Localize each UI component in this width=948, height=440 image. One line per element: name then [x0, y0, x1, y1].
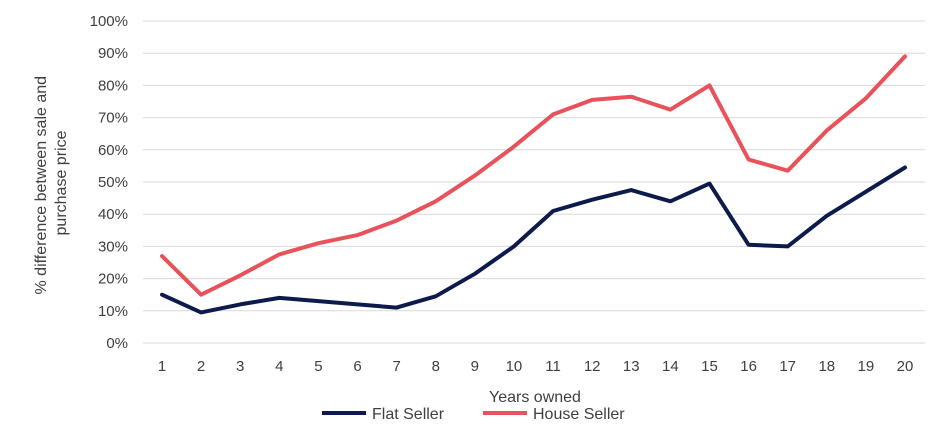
y-tick-label: 50% — [98, 174, 128, 191]
series-lines — [160, 54, 907, 315]
y-tick-label: 60% — [98, 142, 128, 159]
y-tick-label: 20% — [98, 271, 128, 288]
x-tick-label: 15 — [701, 358, 718, 375]
y-tick-label: 100% — [90, 13, 128, 30]
x-tick-label: 4 — [275, 358, 283, 375]
x-tick-label: 18 — [818, 358, 835, 375]
x-tick-label: 5 — [314, 358, 322, 375]
y-tick-label: 10% — [98, 303, 128, 320]
series-line-house-seller — [160, 54, 907, 297]
x-tick-label: 16 — [740, 358, 757, 375]
x-tick-label: 6 — [353, 358, 361, 375]
x-tick-label: 7 — [392, 358, 400, 375]
legend: Flat Seller House Seller — [322, 406, 625, 423]
y-tick-label: 40% — [98, 206, 128, 223]
x-tick-label: 20 — [897, 358, 914, 375]
y-axis-title: % difference between sale and purchase p… — [33, 72, 70, 295]
x-tick-label: 11 — [545, 358, 561, 375]
y-tick-label: 70% — [98, 110, 128, 127]
legend-label-flat-seller: Flat Seller — [372, 406, 445, 423]
x-tick-label: 9 — [471, 358, 479, 375]
x-tick-label: 2 — [197, 358, 205, 375]
x-tick-label: 3 — [236, 358, 244, 375]
x-axis-tick-labels: 1 2 3 4 5 6 7 8 9 10 11 12 13 14 15 16 17 18 19 20 — [158, 358, 914, 375]
series-line-flat-seller — [160, 165, 907, 315]
y-tick-label: 30% — [98, 238, 128, 255]
x-tick-label: 17 — [779, 358, 796, 375]
x-tick-label: 13 — [623, 358, 640, 375]
x-axis-title: Years owned — [489, 389, 581, 406]
y-axis-tick-labels: 0% 10% 20% 30% 40% 50% 60% 70% 80% 90% 100% — [90, 13, 128, 352]
x-tick-label: 8 — [432, 358, 440, 375]
x-tick-label: 10 — [506, 358, 523, 375]
x-tick-label: 14 — [662, 358, 679, 375]
gridlines — [143, 20, 925, 344]
y-tick-label: 0% — [106, 335, 128, 352]
legend-label-house-seller: House Seller — [533, 406, 625, 423]
x-tick-label: 19 — [858, 358, 875, 375]
y-tick-label: 90% — [98, 45, 128, 62]
x-tick-label: 1 — [158, 358, 166, 375]
y-tick-label: 80% — [98, 77, 128, 94]
x-tick-label: 12 — [584, 358, 601, 375]
y-axis-title-line-2: purchase price — [53, 130, 70, 235]
y-axis-title-line-1: % difference between sale and — [33, 76, 50, 295]
